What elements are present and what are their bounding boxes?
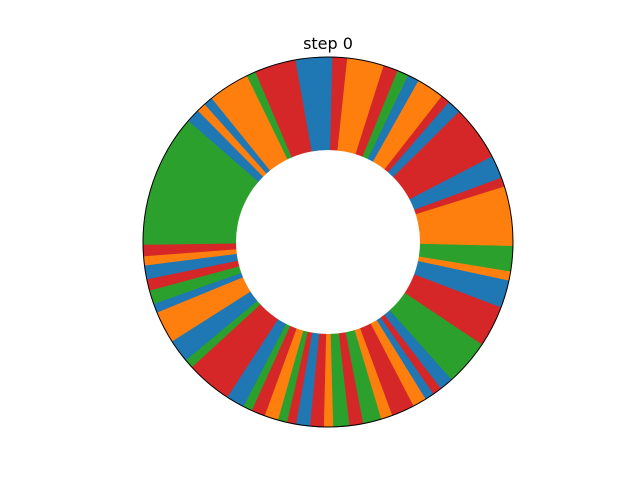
chart-title: step 0 <box>303 34 353 53</box>
donut-outer-edge <box>142 56 514 428</box>
donut-hole <box>236 150 420 334</box>
